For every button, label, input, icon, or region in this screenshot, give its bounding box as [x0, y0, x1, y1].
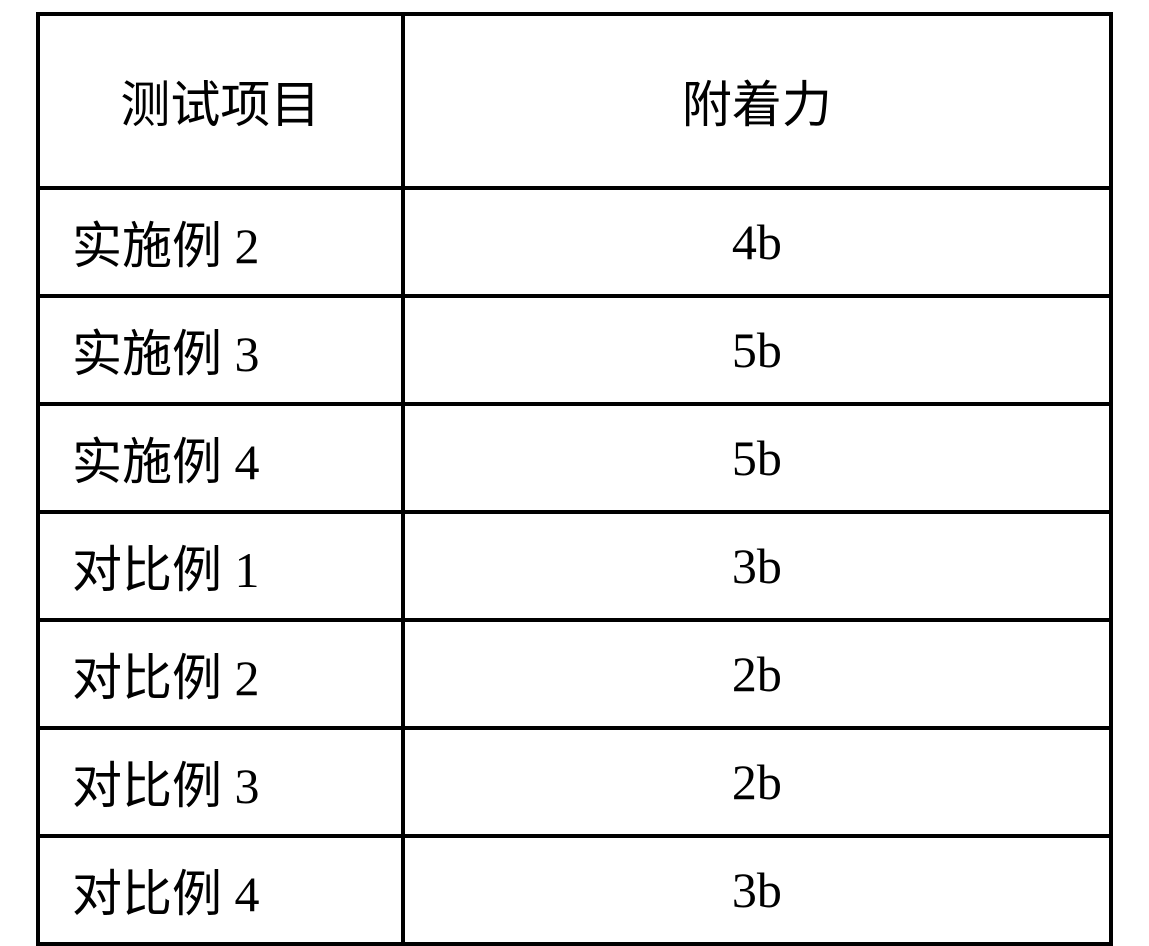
cell-label: 对比例 1	[38, 512, 403, 620]
cell-label: 对比例 3	[38, 728, 403, 836]
col-header-0: 测试项目	[38, 14, 403, 188]
col-header-1: 附着力	[403, 14, 1111, 188]
cell-value: 3b	[403, 836, 1111, 944]
cell-value: 2b	[403, 620, 1111, 728]
cell-label: 实施例 3	[38, 296, 403, 404]
table-row: 实施例 3 5b	[38, 296, 1111, 404]
table-row: 实施例 4 5b	[38, 404, 1111, 512]
cell-label: 实施例 4	[38, 404, 403, 512]
table-row: 对比例 3 2b	[38, 728, 1111, 836]
table-row: 对比例 4 3b	[38, 836, 1111, 944]
cell-value: 2b	[403, 728, 1111, 836]
cell-value: 5b	[403, 296, 1111, 404]
cell-label: 对比例 2	[38, 620, 403, 728]
table-row: 实施例 2 4b	[38, 188, 1111, 296]
table-header-row: 测试项目 附着力	[38, 14, 1111, 188]
cell-value: 3b	[403, 512, 1111, 620]
data-table: 测试项目 附着力 实施例 2 4b 实施例 3 5b 实施例 4 5b 对比例 …	[36, 12, 1113, 946]
table-container: 测试项目 附着力 实施例 2 4b 实施例 3 5b 实施例 4 5b 对比例 …	[0, 0, 1149, 913]
cell-value: 4b	[403, 188, 1111, 296]
table-row: 对比例 1 3b	[38, 512, 1111, 620]
cell-value: 5b	[403, 404, 1111, 512]
table-row: 对比例 2 2b	[38, 620, 1111, 728]
cell-label: 实施例 2	[38, 188, 403, 296]
cell-label: 对比例 4	[38, 836, 403, 944]
